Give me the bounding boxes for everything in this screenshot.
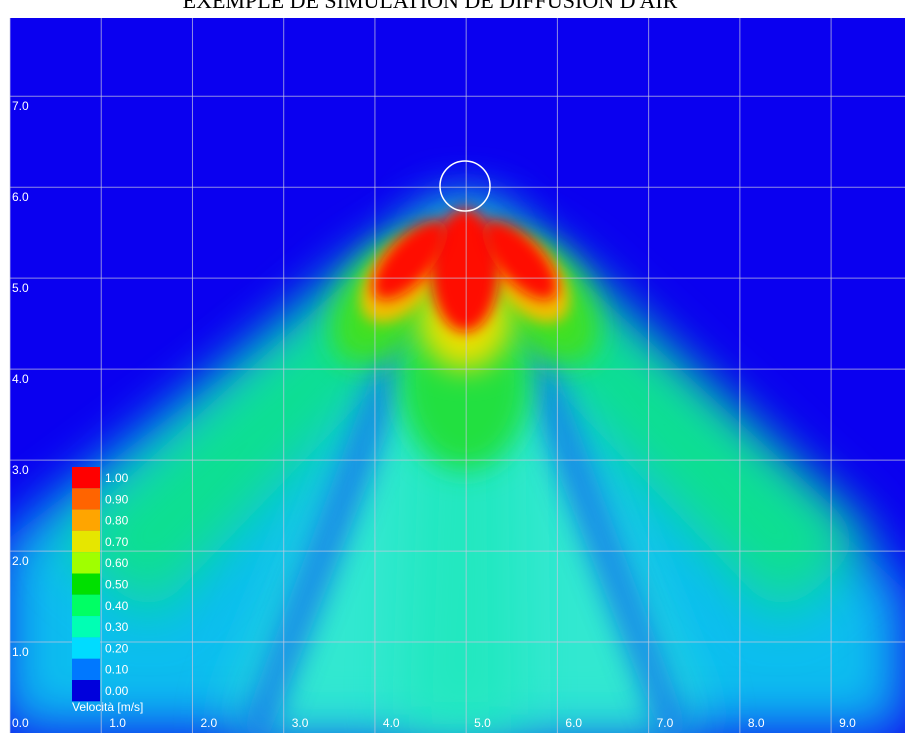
colorbar-label: 0.80 xyxy=(105,514,129,528)
x-tick-label: 9.0 xyxy=(839,716,856,730)
colorbar-swatch xyxy=(72,488,100,510)
colorbar-label: 0.70 xyxy=(105,535,129,549)
x-tick-label: 1.0 xyxy=(109,716,126,730)
colorbar-label: 0.10 xyxy=(105,663,129,677)
y-tick-label: 5.0 xyxy=(12,281,29,295)
x-tick-label: 7.0 xyxy=(657,716,674,730)
x-tick-label: 6.0 xyxy=(565,716,582,730)
x-tick-label: 0.0 xyxy=(12,716,29,730)
x-tick-label: 3.0 xyxy=(292,716,309,730)
y-tick-label: 4.0 xyxy=(12,372,29,386)
chart-title: EXEMPLE DE SIMULATION DE DIFFUSION D'AIR xyxy=(183,0,678,13)
colorbar-title: Velocità [m/s] xyxy=(72,700,143,714)
diffuser xyxy=(439,160,491,212)
colorbar-label: 0.50 xyxy=(105,578,129,592)
x-tick-label: 4.0 xyxy=(383,716,400,730)
colorbar-swatch xyxy=(72,467,100,489)
x-tick-label: 8.0 xyxy=(748,716,765,730)
colorbar-label: 0.00 xyxy=(105,684,129,698)
x-tick-label: 5.0 xyxy=(474,716,491,730)
colorbar-swatch xyxy=(72,616,100,638)
colorbar-label: 1.00 xyxy=(105,471,129,485)
colorbar-swatch xyxy=(72,637,100,659)
y-tick-label: 2.0 xyxy=(12,554,29,568)
colorbar-swatch xyxy=(72,552,100,574)
colorbar-label: 0.90 xyxy=(105,492,129,506)
y-tick-label: 7.0 xyxy=(12,99,29,113)
colorbar-swatch xyxy=(72,594,100,617)
colorbar-swatch xyxy=(72,658,100,680)
y-tick-label: 3.0 xyxy=(12,463,29,477)
colorbar-swatch xyxy=(72,530,100,553)
y-tick-label: 1.0 xyxy=(12,645,29,659)
velocity-field xyxy=(10,208,905,733)
colorbar-swatch xyxy=(72,680,100,702)
colorbar-label: 0.60 xyxy=(105,556,129,570)
colorbar-swatch xyxy=(72,573,100,595)
colorbar-label: 0.30 xyxy=(105,620,129,634)
colorbar-swatch xyxy=(72,509,100,531)
colorbar-label: 0.40 xyxy=(105,599,129,613)
y-tick-label: 6.0 xyxy=(12,190,29,204)
x-tick-label: 2.0 xyxy=(200,716,217,730)
colorbar-label: 0.20 xyxy=(105,641,129,655)
